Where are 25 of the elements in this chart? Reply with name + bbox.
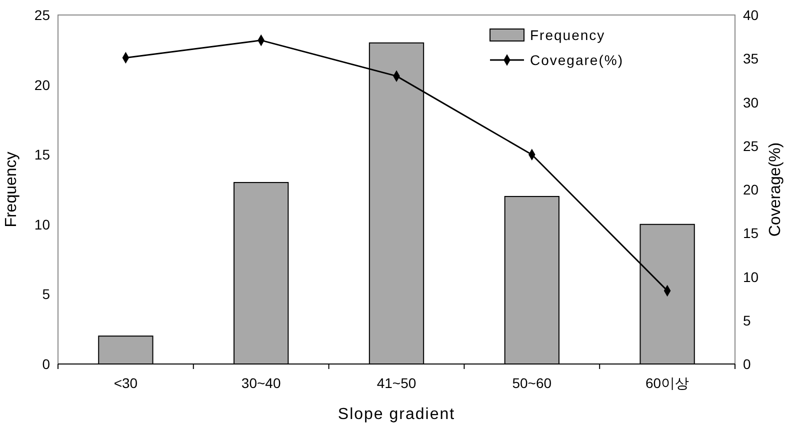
y-axis-title: Frequency — [3, 152, 20, 228]
y-tick-label: 10 — [34, 216, 50, 232]
x-tick-label: 60이상 — [646, 375, 690, 391]
x-tick-label: 41~50 — [376, 375, 416, 391]
y2-tick-label: 0 — [743, 356, 751, 372]
y2-tick-label: 35 — [743, 50, 759, 67]
y-tick-label: 0 — [42, 356, 50, 372]
y2-tick-label: 25 — [743, 138, 759, 154]
x-axis-title: Slope gradient — [338, 406, 456, 423]
y-tick-label: 25 — [34, 7, 50, 23]
y2-tick-label: 10 — [743, 268, 759, 285]
y-tick-label: 15 — [34, 146, 50, 163]
x-tick-label: <30 — [114, 375, 138, 391]
y-tick-label: 20 — [34, 76, 50, 93]
x-tick-label: 50~60 — [512, 375, 552, 391]
legend-label: Covegare(%) — [530, 52, 624, 68]
y-tick-label: 5 — [42, 286, 50, 302]
y2-tick-label: 30 — [743, 94, 759, 110]
x-tick-label: 30~40 — [241, 375, 281, 391]
legend-label: Frequency — [530, 27, 606, 43]
y2-tick-label: 15 — [743, 225, 759, 242]
y2-tick-label: 20 — [743, 182, 759, 198]
y2-axis-title: Coverage(%) — [767, 142, 784, 237]
y2-tick-label: 40 — [743, 7, 759, 23]
y2-tick-label: 5 — [743, 312, 751, 328]
